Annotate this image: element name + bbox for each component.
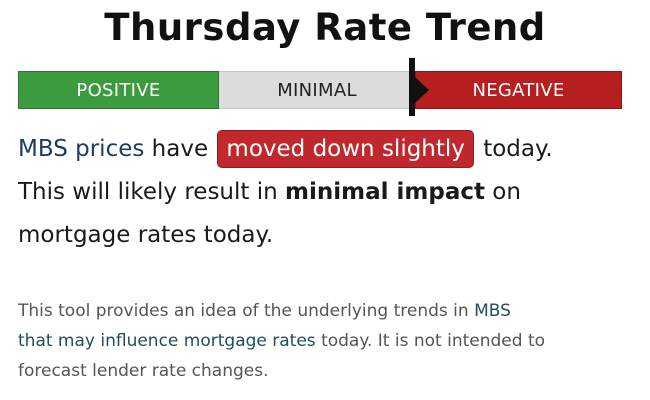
note-text-end: forecast lender rate changes.	[18, 361, 269, 381]
gauge-segment-positive: POSITIVE	[18, 71, 219, 109]
disclaimer-note: This tool provides an idea of the underl…	[18, 296, 638, 386]
summary-line2-start: This will likely result in	[18, 179, 286, 205]
page-title: Thursday Rate Trend	[104, 6, 546, 49]
summary-text-today: today.	[475, 136, 553, 162]
summary-line3: mortgage rates today.	[18, 222, 274, 248]
note-mbs-link[interactable]: MBS	[474, 301, 511, 321]
gauge-marker-arrow-icon	[415, 77, 429, 103]
note-mortgage-rates-link[interactable]: that may influence mortgage rates	[18, 331, 316, 351]
trend-summary: MBS prices have moved down slightly toda…	[18, 128, 638, 257]
mbs-prices-text: MBS prices	[18, 136, 145, 162]
gauge-segment-negative: NEGATIVE	[415, 71, 622, 109]
gauge-segment-minimal: MINIMAL	[219, 71, 415, 109]
rate-trend-gauge: POSITIVE MINIMAL NEGATIVE	[18, 71, 622, 109]
trend-status-badge: moved down slightly	[217, 130, 474, 168]
note-text-start: This tool provides an idea of the underl…	[18, 301, 475, 321]
summary-line2-end: on	[484, 179, 521, 205]
summary-text-have: have	[144, 136, 216, 162]
impact-level-text: minimal impact	[285, 179, 485, 205]
note-text-mid: today. It is not intended to	[315, 331, 546, 351]
gauge-marker-line	[409, 58, 415, 116]
